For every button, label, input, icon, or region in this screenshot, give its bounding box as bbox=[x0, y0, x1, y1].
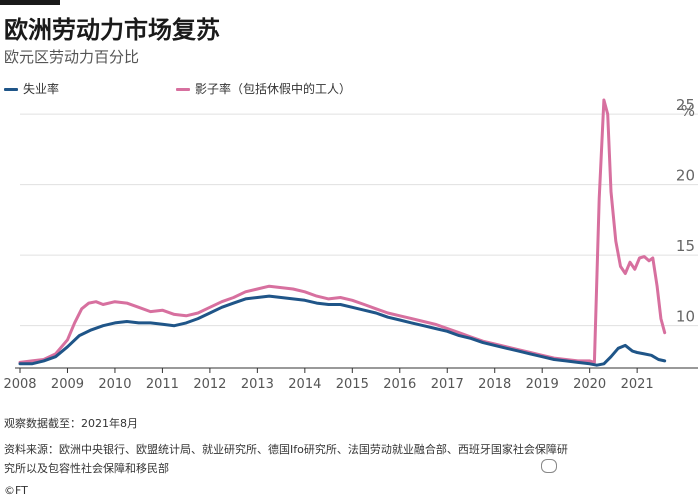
line-chart: 10 15 20 25% 2008 2009 2010 2011 2012 2013 2014 201… bbox=[3, 96, 698, 392]
x-tick-label: 2015 bbox=[336, 377, 369, 392]
x-tick-label: 2008 bbox=[3, 377, 36, 392]
wechat-icon bbox=[541, 458, 557, 473]
legend-swatch-shadow-rate bbox=[176, 88, 190, 91]
data-as-of-note: 观察数据截至：2021年8月 bbox=[4, 417, 138, 430]
x-tick-label: 2011 bbox=[146, 377, 179, 392]
x-tick-label: 2016 bbox=[383, 377, 416, 392]
x-tick-label: 2020 bbox=[573, 377, 606, 392]
legend-label-unemployment: 失业率 bbox=[23, 82, 60, 96]
legend-item-unemployment: 失业率 bbox=[4, 80, 59, 97]
x-tick-label: 2017 bbox=[431, 377, 464, 392]
y-tick-label: 25 bbox=[676, 96, 695, 114]
chart-title: 欧洲劳动力市场复苏 bbox=[4, 16, 220, 44]
series-line-shadow-rate bbox=[18, 98, 667, 364]
y-tick-label: 15 bbox=[676, 237, 695, 255]
chart-subtitle: 欧元区劳动力百分比 bbox=[4, 48, 140, 66]
x-tick-label: 2012 bbox=[193, 377, 226, 392]
series-line-unemployment bbox=[18, 294, 667, 367]
x-tick-label: 2018 bbox=[478, 377, 511, 392]
ft-logo: ©FT bbox=[4, 484, 28, 497]
x-tick-label: 2013 bbox=[241, 377, 274, 392]
wechat-watermark bbox=[541, 458, 561, 473]
legend-item-shadow-rate: 影子率（包括休假中的工人） bbox=[176, 80, 351, 97]
y-tick-label: 10 bbox=[676, 308, 695, 326]
x-tick-label: 2014 bbox=[288, 377, 321, 392]
source-line-2: 究所以及包容性社会保障和移民部 bbox=[4, 462, 169, 475]
x-tick-label: 2021 bbox=[621, 377, 654, 392]
x-tick-label: 2009 bbox=[51, 377, 84, 392]
legend-swatch-unemployment bbox=[4, 88, 18, 91]
x-tick-label: 2019 bbox=[526, 377, 559, 392]
legend-label-shadow-rate: 影子率（包括休假中的工人） bbox=[195, 82, 352, 96]
y-unit-label: % bbox=[681, 102, 695, 120]
y-tick-label: 20 bbox=[676, 167, 695, 185]
x-tick-label: 2010 bbox=[98, 377, 131, 392]
ft-top-rule bbox=[0, 0, 60, 5]
source-line-1: 资料来源：欧洲中央银行、欧盟统计局、就业研究所、德国Ifo研究所、法国劳动就业融… bbox=[4, 443, 568, 456]
